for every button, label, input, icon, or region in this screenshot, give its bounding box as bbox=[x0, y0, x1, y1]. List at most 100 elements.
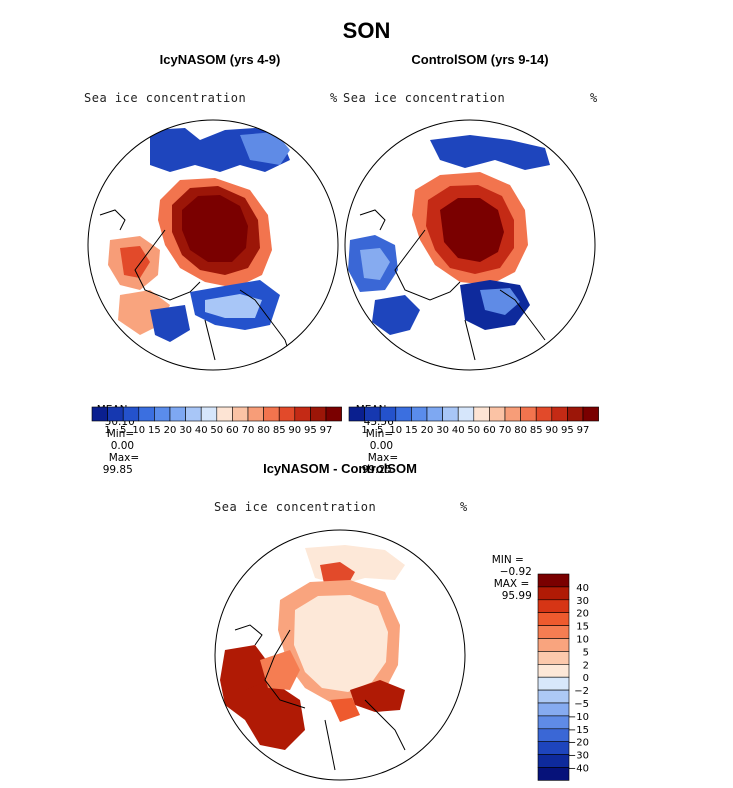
right-colorbar-swatch bbox=[379, 406, 397, 422]
diff-colorbar-swatch bbox=[537, 767, 570, 781]
right-unit-label: % bbox=[590, 91, 598, 105]
diff-colorbar-swatch bbox=[537, 728, 570, 742]
left-colorbar-swatch bbox=[138, 406, 155, 422]
right-map-border bbox=[344, 119, 596, 371]
left-colorbar-swatch bbox=[154, 406, 171, 422]
diff-colorbar-tick: 15 bbox=[576, 622, 589, 633]
left-map bbox=[88, 120, 338, 370]
right-colorbar-swatch bbox=[535, 406, 553, 422]
right-colorbar-tick: 10 bbox=[389, 425, 402, 436]
right-colorbar-swatch bbox=[457, 406, 475, 422]
right-colorbar-tick: 50 bbox=[467, 425, 480, 436]
right-panel-title: ControlSOM (yrs 9-14) bbox=[411, 52, 549, 67]
left-colorbar-swatch bbox=[122, 406, 140, 422]
diff-colorbar-swatch bbox=[537, 689, 570, 704]
right-colorbar-tick: 15 bbox=[405, 425, 418, 436]
diff-colorbar-tick: 10 bbox=[576, 635, 589, 646]
left-colorbar-tick: 10 bbox=[132, 425, 145, 436]
diff-map bbox=[215, 530, 465, 780]
left-colorbar-swatch bbox=[247, 406, 264, 422]
right-colorbar-tick: 85 bbox=[530, 425, 543, 436]
left-colorbar-tick: 30 bbox=[179, 425, 192, 436]
diff-colorbar-swatch bbox=[537, 586, 570, 601]
diff-colorbar-tick: 5 bbox=[583, 647, 589, 658]
left-colorbar-tick: 50 bbox=[210, 425, 223, 436]
right-colorbar-swatch bbox=[582, 406, 599, 422]
left-colorbar-swatch bbox=[107, 406, 124, 422]
left-colorbar-swatch bbox=[263, 406, 280, 422]
left-min-label: Min= bbox=[106, 428, 135, 440]
diff-colorbar-tick: −30 bbox=[568, 751, 589, 762]
right-colorbar-tick: 80 bbox=[514, 425, 527, 436]
diff-panel-title: IcyNASOM - ControlSOM bbox=[263, 461, 417, 476]
diff-min-label: MIN = bbox=[491, 554, 524, 566]
left-colorbar-tick: 85 bbox=[273, 425, 286, 436]
diff-colorbar-tick: 0 bbox=[583, 673, 589, 684]
diff-colorbar-swatch bbox=[537, 715, 570, 730]
diff-colorbar-tick: 20 bbox=[576, 609, 589, 620]
left-colorbar-swatch bbox=[200, 406, 218, 422]
colorbars: 1 5 10 15 20 30 40 50 60 70 80 85 90 95 97 1 5 10 15 20 30 40… bbox=[91, 406, 599, 781]
right-colorbar-tick: 60 bbox=[483, 425, 496, 436]
diff-colorbar-tick: −15 bbox=[568, 725, 589, 736]
left-map-border bbox=[87, 119, 339, 371]
left-colorbar-swatch bbox=[185, 406, 202, 422]
left-colorbar-swatch bbox=[91, 406, 108, 422]
right-max-label: Max= bbox=[367, 452, 399, 464]
right-colorbar-tick: 20 bbox=[421, 425, 434, 436]
diff-colorbar-swatch bbox=[537, 754, 570, 768]
diff-max-label: MAX = bbox=[493, 578, 530, 590]
diff-colorbar-swatch bbox=[537, 651, 570, 665]
left-colorbar-tick: 95 bbox=[304, 425, 317, 436]
right-colorbar-tick: 40 bbox=[452, 425, 465, 436]
right-colorbar-tick: 70 bbox=[499, 425, 512, 436]
diff-colorbar-swatch bbox=[537, 663, 570, 678]
diff-colorbar-swatch bbox=[537, 638, 570, 652]
diff-colorbar-swatch bbox=[537, 702, 570, 717]
diff-stats: MIN = −0.92 MAX = 95.99 bbox=[485, 542, 532, 602]
figure-title: SON bbox=[342, 18, 391, 43]
left-colorbar-tick: 80 bbox=[257, 425, 270, 436]
diff-colorbar-tick: 30 bbox=[576, 596, 589, 607]
left-colorbar-tick: 5 bbox=[120, 425, 126, 436]
diff-colorbar-swatch bbox=[537, 599, 570, 613]
diff-colorbar-swatch bbox=[537, 573, 570, 588]
left-colorbar-tick: 40 bbox=[195, 425, 208, 436]
right-colorbar-swatch bbox=[489, 406, 506, 422]
left-colorbar-tick: 90 bbox=[288, 425, 301, 436]
left-colorbar-tick: 97 bbox=[320, 425, 333, 436]
right-colorbar-swatch bbox=[348, 406, 365, 422]
right-colorbar-tick: 30 bbox=[436, 425, 449, 436]
left-colorbar-swatch bbox=[325, 406, 342, 422]
diff-colorbar-tick: 40 bbox=[576, 583, 589, 594]
right-map bbox=[345, 120, 595, 370]
right-colorbar-tick: 90 bbox=[545, 425, 558, 436]
diff-colorbar-tick: −2 bbox=[574, 686, 589, 697]
diff-colorbar-tick: −40 bbox=[568, 764, 589, 775]
right-colorbar-swatch bbox=[364, 406, 381, 422]
right-colorbar-tick: 5 bbox=[377, 425, 383, 436]
diff-colorbar-tick: −5 bbox=[574, 699, 589, 710]
left-field-label: Sea ice concentration bbox=[84, 91, 247, 105]
left-colorbar-tick: 70 bbox=[242, 425, 255, 436]
right-colorbar-swatch bbox=[426, 406, 443, 422]
diff-colorbar-tick: 2 bbox=[583, 660, 589, 671]
left-max-label: Max= bbox=[108, 452, 140, 464]
diff-colorbar-swatch bbox=[537, 612, 570, 626]
right-min-value: 0.00 bbox=[369, 440, 394, 452]
right-colorbar-swatch bbox=[504, 406, 521, 422]
right-colorbar-swatch bbox=[411, 406, 428, 422]
diff-colorbar-swatch bbox=[537, 676, 570, 691]
left-colorbar-swatch bbox=[232, 406, 249, 422]
left-panel-title: IcyNASOM (yrs 4-9) bbox=[159, 52, 281, 67]
left-colorbar-tick: 15 bbox=[148, 425, 161, 436]
diff-field-label: Sea ice concentration bbox=[214, 500, 377, 514]
left-unit-label: % bbox=[330, 91, 338, 105]
left-colorbar-tick: 60 bbox=[226, 425, 239, 436]
right-colorbar-swatch bbox=[567, 406, 584, 422]
diff-colorbar-swatch bbox=[537, 741, 570, 755]
diff-max-value: 95.99 bbox=[501, 590, 532, 602]
left-colorbar-swatch bbox=[278, 406, 296, 422]
right-colorbar-tick: 95 bbox=[561, 425, 574, 436]
right-colorbar-swatch bbox=[520, 406, 537, 422]
